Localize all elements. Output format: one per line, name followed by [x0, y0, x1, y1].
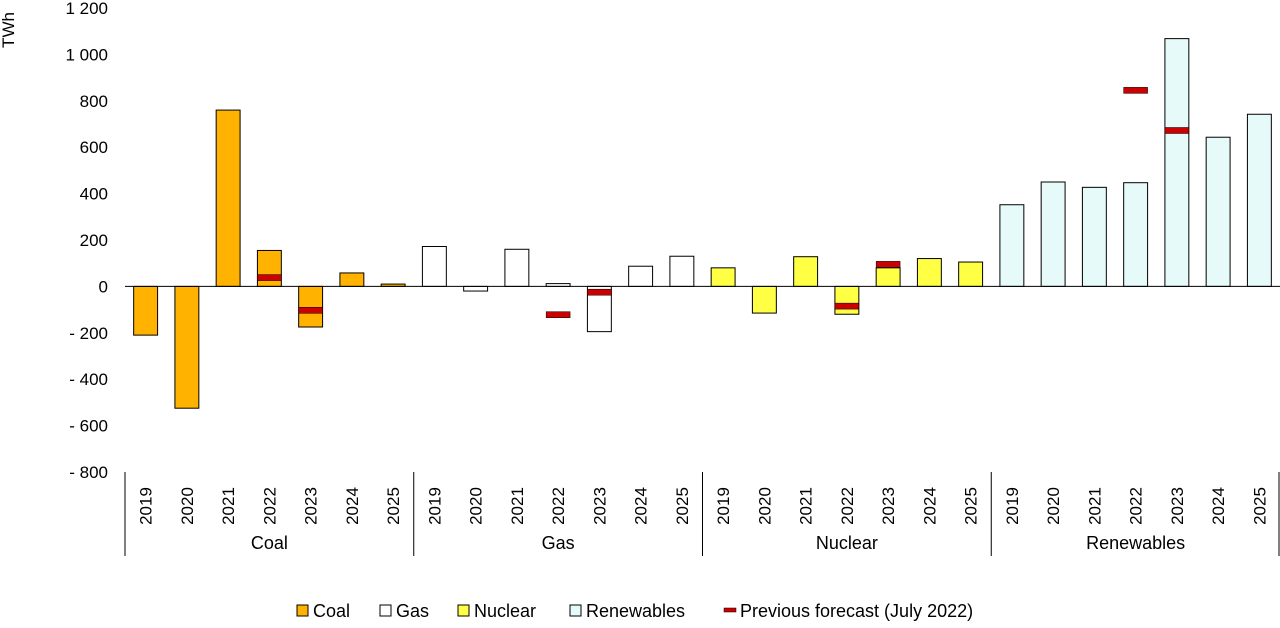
x-tick-label: 2019 [714, 487, 733, 525]
bar-coal-2020 [174, 285, 200, 409]
bar-gas-2019 [421, 245, 447, 287]
forecast-mark-renewables-2022 [1123, 87, 1148, 94]
forecast-mark-nuclear-2023 [875, 261, 901, 268]
bar-gas-2021 [504, 248, 530, 287]
y-axis-ticks: 1 200 1 000 800 600 400 200 0 - 200 - 400 - 600 - … [65, 0, 108, 482]
legend-label: Renewables [586, 601, 685, 621]
bar-nuclear-2021 [793, 256, 819, 287]
y-tick-label: 800 [80, 92, 108, 111]
x-tick-label: 2020 [178, 487, 197, 525]
group-label-nuclear: Nuclear [816, 533, 878, 553]
y-tick-label: - 200 [69, 324, 108, 343]
x-tick-label: 2022 [260, 487, 279, 525]
x-tick-label: 2019 [425, 487, 444, 525]
group-label-coal: Coal [251, 533, 288, 553]
group-label-gas: Gas [542, 533, 575, 553]
bar-renewables-2021 [1081, 186, 1107, 287]
bar-renewables-2025 [1246, 113, 1272, 287]
x-tick-label: 2023 [590, 487, 609, 525]
x-tick-label: 2021 [219, 487, 238, 525]
legend-swatch-renewables [569, 604, 582, 617]
y-tick-label: - 800 [69, 463, 108, 482]
bar-gas-2020 [463, 285, 489, 292]
legend-label: Gas [396, 601, 429, 621]
x-tick-label: 2023 [302, 487, 321, 525]
x-tick-label: 2025 [1250, 487, 1269, 525]
forecast-marks [257, 87, 1190, 318]
bar-coal-2023 [298, 285, 324, 328]
legend-label: Nuclear [474, 601, 536, 621]
legend-label: Coal [313, 601, 350, 621]
y-tick-label: - 400 [69, 370, 108, 389]
group-label-renewables: Renewables [1086, 533, 1185, 553]
legend-swatch-coal [296, 604, 309, 617]
bar-nuclear-2020 [751, 285, 777, 314]
bar-gas-2024 [628, 265, 654, 287]
x-tick-label: 2023 [1168, 487, 1187, 525]
forecast-mark-coal-2023 [298, 307, 323, 314]
legend-swatch-gas [379, 604, 392, 617]
bar-renewables-2019 [999, 204, 1025, 287]
forecast-mark-renewables-2023 [1164, 127, 1190, 134]
bar-renewables-2024 [1205, 136, 1231, 287]
legend-label: Previous forecast (July 2022) [740, 601, 973, 621]
x-tick-label: 2024 [920, 487, 939, 525]
forecast-mark-coal-2022 [257, 274, 282, 281]
x-tick-label: 2019 [137, 487, 156, 525]
y-tick-label: 1 200 [65, 0, 108, 18]
y-tick-label: 200 [80, 231, 108, 250]
x-tick-label: 2020 [467, 487, 486, 525]
x-tick-label: 2019 [1003, 487, 1022, 525]
y-tick-label: 0 [99, 277, 108, 296]
x-tick-label: 2022 [838, 487, 857, 525]
x-tick-label: 2022 [549, 487, 568, 525]
forecast-mark-nuclear-2022 [834, 302, 860, 310]
bar-renewables-2023 [1164, 38, 1190, 287]
bar-coal-2019 [133, 285, 159, 336]
bar-coal-2022 [256, 249, 282, 287]
bar-nuclear-2019 [710, 267, 736, 287]
x-tick-label: 2024 [343, 487, 362, 525]
bar-coal-2021 [215, 109, 241, 287]
x-tick-label: 2025 [384, 487, 403, 525]
bar-nuclear-2025 [958, 261, 984, 287]
legend-swatch-previous-forecast [723, 607, 737, 613]
x-tick-label: 2024 [632, 487, 651, 525]
x-tick-label: 2021 [797, 487, 816, 525]
x-tick-label: 2020 [1044, 487, 1063, 525]
bars [133, 38, 1272, 409]
bar-nuclear-2022 [834, 285, 860, 315]
x-tick-label: 2024 [1209, 487, 1228, 525]
y-tick-label: 400 [80, 185, 108, 204]
legend-swatch-nuclear [457, 604, 470, 617]
y-axis-label: TWh [0, 12, 18, 48]
bar-renewables-2022 [1123, 182, 1149, 287]
x-axis: 2019 2020 2021 2022 2023 2024 2025 2019 2020 2021… [124, 472, 1280, 556]
x-tick-label: 2023 [879, 487, 898, 525]
bar-gas-2025 [669, 255, 695, 287]
bar-renewables-2020 [1040, 181, 1066, 287]
x-tick-label: 2020 [755, 487, 774, 525]
x-tick-label: 2021 [508, 487, 527, 525]
x-tick-label: 2025 [673, 487, 692, 525]
y-tick-label: - 600 [69, 417, 108, 436]
forecast-mark-gas-2022 [545, 311, 571, 318]
legend: Coal Gas Nuclear Renewables Previous forecas… [296, 601, 973, 621]
forecast-mark-gas-2023 [587, 288, 612, 296]
x-tick-label: 2021 [1085, 487, 1104, 525]
y-tick-label: 1 000 [65, 45, 108, 64]
y-tick-label: 600 [80, 138, 108, 157]
x-tick-label: 2025 [962, 487, 981, 525]
x-tick-label: 2022 [1127, 487, 1146, 525]
bar-nuclear-2024 [916, 258, 942, 287]
bar-coal-2024 [339, 272, 365, 287]
bar-nuclear-2023 [875, 267, 901, 287]
